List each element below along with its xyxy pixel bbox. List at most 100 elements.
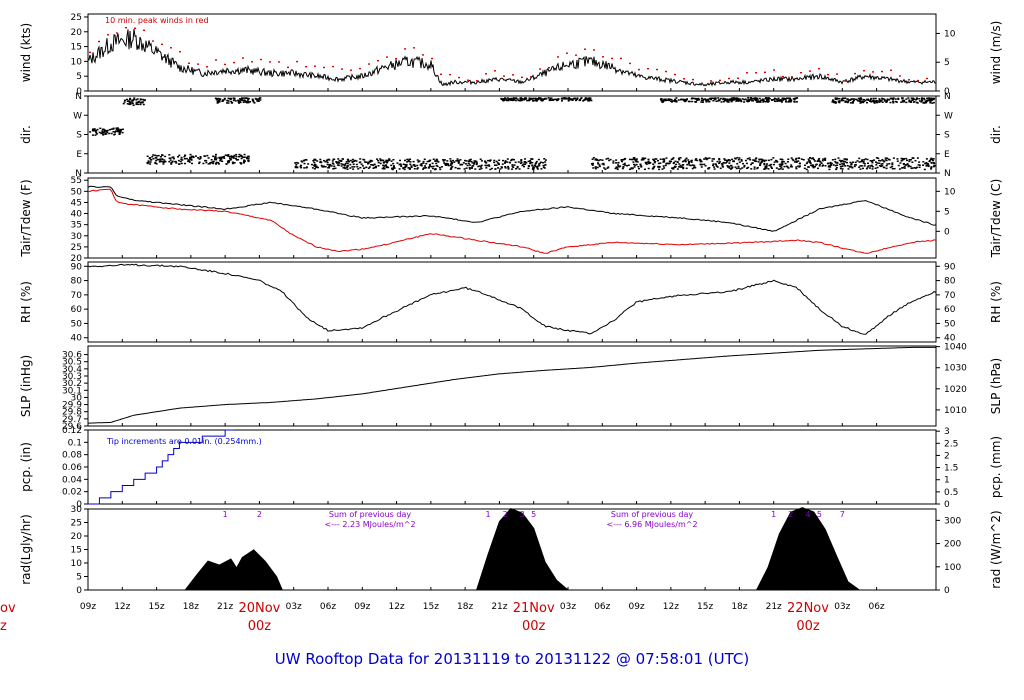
dir-point — [785, 165, 788, 167]
dir-point — [385, 166, 388, 169]
dir-point — [636, 161, 639, 163]
wind-peak-point — [512, 74, 514, 76]
dir-point — [705, 158, 708, 160]
dir-point — [631, 167, 634, 169]
pcp-ytick-right-label: 2 — [944, 451, 950, 461]
dir-point — [534, 162, 537, 165]
dir-point — [582, 100, 585, 102]
dir-point — [854, 164, 857, 166]
dir-point — [123, 101, 126, 103]
dir-point — [647, 167, 650, 170]
dir-point — [345, 160, 348, 163]
temp-panel-frame — [87, 177, 937, 259]
dir-point — [221, 156, 224, 158]
dir-point — [532, 100, 535, 102]
dir-point — [693, 97, 696, 100]
dir-point — [480, 164, 483, 167]
dir-point — [135, 99, 138, 101]
dir-point — [239, 154, 242, 157]
slp-ytick-label: 29.8 — [62, 408, 82, 418]
dir-point — [457, 161, 460, 164]
dir-point — [775, 98, 778, 101]
dir-point — [836, 164, 839, 166]
dir-point — [535, 98, 538, 101]
dir-point — [205, 159, 208, 162]
dir-point — [547, 97, 550, 99]
dir-point — [372, 167, 375, 170]
wind-peak-point — [800, 72, 802, 74]
dir-point — [392, 165, 395, 167]
rh-ytick-label: 50 — [71, 319, 83, 329]
dir-point — [606, 167, 609, 169]
dir-point — [759, 100, 762, 102]
dir-point — [727, 159, 730, 161]
dir-point — [423, 158, 426, 161]
wind-peak-point — [350, 69, 352, 71]
dir-point — [404, 164, 407, 166]
dir-point — [711, 158, 714, 160]
dir-point — [538, 163, 541, 165]
dir-point — [790, 164, 793, 166]
wind-peak-point — [143, 29, 145, 32]
dir-point — [413, 167, 416, 170]
dir-point — [393, 167, 396, 169]
dir-point — [739, 99, 742, 102]
dir-point — [896, 158, 899, 160]
dir-point — [204, 155, 207, 157]
dir-point — [849, 102, 852, 104]
dir-point — [791, 158, 794, 161]
dir-point — [314, 164, 317, 166]
dir-point — [930, 162, 933, 164]
dir-point — [892, 157, 895, 159]
dir-point — [544, 161, 547, 163]
dir-point — [473, 160, 476, 162]
dir-point — [929, 97, 932, 100]
dir-point — [592, 167, 595, 169]
wind-peak-point — [296, 60, 298, 63]
dir-point — [331, 162, 334, 164]
dir-point — [809, 160, 812, 162]
dir-point — [861, 167, 864, 170]
dir-point — [587, 100, 590, 102]
dir-point — [862, 101, 865, 104]
dir-point — [827, 165, 830, 167]
dir-point — [457, 162, 460, 164]
dir-point — [442, 158, 445, 161]
dir-point — [765, 159, 768, 162]
dir-point — [160, 160, 163, 163]
dir-point — [842, 161, 845, 163]
dir-point — [654, 158, 657, 160]
rad-top-label: 2 — [788, 510, 793, 519]
dir-point — [685, 157, 688, 160]
dir-point — [672, 157, 675, 159]
dir-point — [844, 161, 847, 163]
slp-series-line — [88, 346, 936, 424]
dir-point — [700, 99, 703, 101]
rad-top-label: 1 — [771, 510, 776, 519]
dir-point — [215, 157, 218, 159]
dir-point — [314, 158, 317, 161]
dir-point — [875, 100, 878, 103]
wind-peak-point — [674, 73, 676, 76]
slp-ytick-label: 30.5 — [62, 358, 82, 368]
dir-point — [358, 161, 361, 164]
xtick-label: 12z — [388, 602, 404, 612]
dir-point — [192, 155, 195, 158]
dir-point — [676, 168, 679, 170]
dir-point — [601, 163, 604, 165]
dir-point — [612, 162, 615, 164]
dir-point — [835, 98, 838, 101]
wind-peak-point — [386, 56, 388, 58]
dir-point — [870, 101, 873, 103]
dir-point — [604, 168, 607, 171]
dir-point — [524, 97, 527, 99]
dir-point — [850, 98, 853, 101]
dir-point — [214, 153, 217, 156]
wind-peak-point — [476, 80, 478, 82]
dir-point — [465, 167, 468, 169]
dir-point — [780, 166, 783, 168]
dir-point — [711, 164, 714, 167]
dir-point — [242, 156, 245, 158]
dir-point — [821, 159, 824, 162]
dir-point — [767, 97, 770, 99]
